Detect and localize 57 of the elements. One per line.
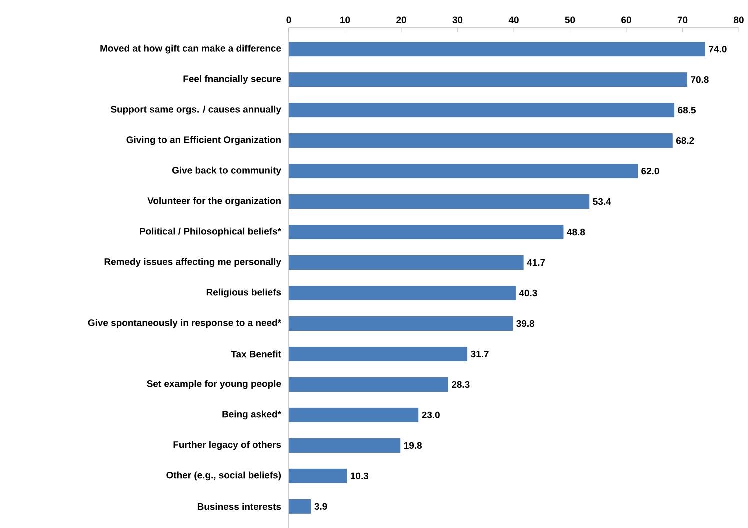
data-label: 28.3: [452, 381, 470, 388]
y-tick-label: Religious beliefs: [206, 288, 282, 298]
y-tick-label: Being asked*: [222, 410, 282, 420]
y-tick-label: Support same orgs. / causes annually: [110, 106, 282, 115]
x-tick-label: 0: [286, 16, 292, 24]
x-tick-label: 20: [396, 16, 406, 24]
bar: [289, 225, 564, 240]
data-label: 3.9: [314, 503, 328, 510]
bar: [289, 256, 524, 270]
data-label: 10.3: [351, 472, 369, 480]
bar: [289, 499, 312, 514]
x-tick-label: 30: [452, 16, 463, 24]
data-label: 62.0: [642, 168, 660, 175]
y-tick-label: Give spontaneously in response to a need*: [88, 319, 282, 328]
y-tick-label: Give back to community: [172, 166, 282, 176]
x-tick-label: 80: [734, 16, 744, 24]
y-tick-label: Tax Benefit: [231, 350, 282, 358]
data-label: 19.8: [404, 442, 422, 450]
data-label: 70.8: [691, 76, 709, 84]
data-label: 40.3: [519, 290, 538, 297]
y-tick-label: Giving to an Efficient Organization: [126, 136, 281, 146]
bar: [289, 408, 419, 422]
data-label: 41.7: [527, 260, 546, 266]
bar: [289, 194, 590, 209]
bar: [289, 438, 401, 453]
y-tick-label: Other (e.g., social beliefs): [166, 472, 282, 481]
x-tick-label: 40: [508, 16, 519, 24]
data-label: 39.8: [516, 320, 535, 328]
data-label: 68.5: [678, 106, 696, 114]
data-label: 31.7: [471, 350, 489, 358]
bar: [289, 72, 688, 88]
y-tick-label: Further legacy of others: [174, 441, 282, 450]
y-tick-label: Feel fnancially secure: [184, 75, 282, 84]
x-tick-label: 10: [340, 16, 350, 24]
x-tick-label: 50: [565, 16, 576, 24]
bar: [289, 134, 673, 148]
y-tick-label: Moved at how gift can make a difference: [100, 44, 282, 54]
y-tick-label: Remedy issues affecting me personally: [104, 258, 282, 268]
data-label: 23.0: [422, 412, 440, 419]
bar: [289, 286, 516, 300]
data-label: 48.8: [567, 228, 586, 236]
data-label: 53.4: [593, 198, 612, 206]
bar: [289, 164, 638, 178]
bar: [289, 468, 348, 484]
bar: [289, 347, 468, 362]
data-label: 74.0: [709, 46, 727, 53]
y-tick-label: Business interests: [198, 503, 282, 510]
y-tick-label: Set example for young people: [147, 380, 282, 390]
y-tick-label: Volunteer for the organization: [148, 197, 281, 206]
bar: [289, 316, 514, 331]
data-label: 68.2: [676, 137, 694, 144]
bar: [289, 378, 448, 392]
x-tick-label: 70: [678, 16, 688, 24]
bar: [289, 103, 675, 118]
y-tick-label: Political / Philosophical beliefs*: [140, 228, 282, 237]
bar: [289, 42, 706, 57]
x-tick-label: 60: [622, 16, 632, 24]
